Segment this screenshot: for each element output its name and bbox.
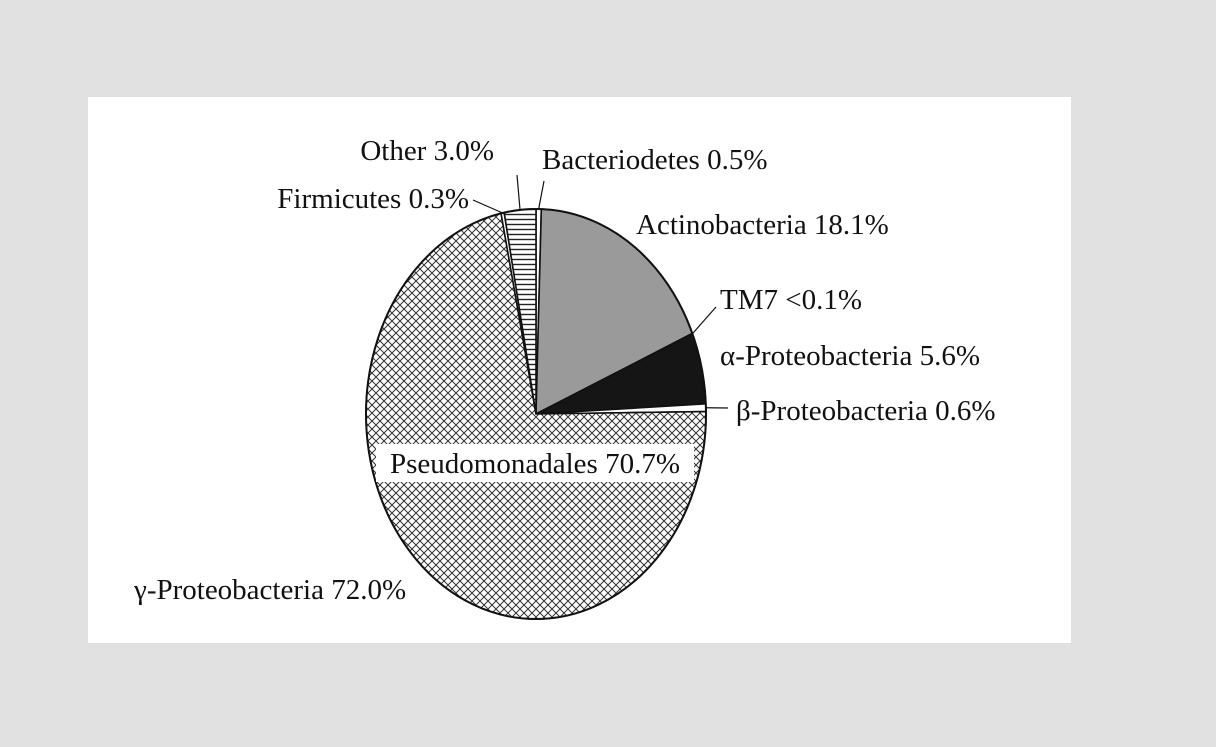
pseudomonadales-label: Pseudomonadales 70.7% (390, 448, 680, 480)
slice-label-actinobacteria: Actinobacteria 18.1% (636, 209, 889, 241)
leader-lines (472, 174, 729, 409)
slice-label-other: Other 3.0% (360, 135, 494, 167)
pie-outline (365, 208, 707, 620)
pseudomonadales-label-box (376, 444, 694, 482)
pie-slices (365, 208, 707, 620)
pie-chart: Pseudomonadales 70.7% Other 3.0% Bacteri… (133, 135, 996, 620)
slice-label-gamma-proteobacteria: γ-Proteobacteria 72.0% (133, 574, 406, 606)
figure-frame: Pseudomonadales 70.7% Other 3.0% Bacteri… (88, 97, 1071, 643)
leader-line-other (516, 174, 521, 210)
slice-label-bacteriodetes: Bacteriodetes 0.5% (542, 144, 767, 176)
slice-label-beta-proteobacteria: β-Proteobacteria 0.6% (736, 395, 996, 427)
leader-line-firmicutes (472, 199, 503, 214)
slice-label-firmicutes: Firmicutes 0.3% (277, 183, 469, 215)
leader-line-bacteriodetes (538, 180, 545, 210)
leader-line-tm7 (691, 306, 717, 335)
slice-label-tm7: TM7 <0.1% (720, 284, 862, 316)
slice-label-alpha-proteobacteria: α-Proteobacteria 5.6% (720, 340, 980, 372)
